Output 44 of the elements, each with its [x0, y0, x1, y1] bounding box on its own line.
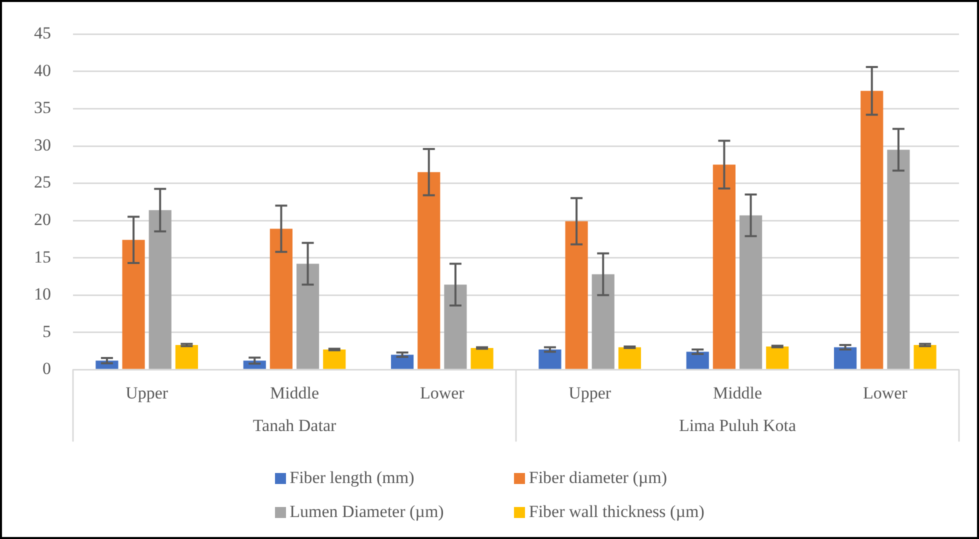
x-tick-label: Upper: [568, 383, 612, 402]
y-tick-label: 40: [34, 60, 51, 80]
y-tick-label: 5: [42, 322, 51, 341]
legend-label: Fiber diameter (µm): [528, 468, 668, 488]
x-tick-label: Middle: [712, 383, 762, 402]
x-tick-label: Upper: [126, 383, 168, 402]
y-tick-label: 0: [42, 359, 51, 378]
bar: [712, 164, 736, 369]
y-tick-label: 20: [34, 210, 51, 229]
bar: [418, 172, 440, 369]
text: Lima Puluh Kota: [678, 416, 796, 436]
bar: [686, 352, 709, 369]
x-tick-label: Middle: [270, 383, 320, 402]
y-tick-label: 25: [34, 172, 51, 192]
bar: [592, 274, 614, 369]
y-tick-label: 45: [34, 24, 51, 43]
bar: [887, 150, 910, 369]
text: Tanah Datar: [252, 416, 336, 436]
legend-label: Fiber wall thickness (µm): [528, 502, 704, 522]
bar: [618, 347, 641, 369]
bar: [834, 347, 857, 369]
x-tick-label: Lower: [862, 383, 908, 402]
y-tick-label: 30: [34, 135, 51, 154]
bar: [323, 349, 346, 369]
legend-label: Fiber length (mm): [290, 468, 414, 488]
bar: [175, 345, 198, 369]
bar: [270, 228, 293, 369]
bar: [739, 215, 762, 369]
bar: [444, 284, 467, 369]
bar: [914, 345, 936, 369]
y-tick-label: 35: [34, 98, 51, 118]
bar: [470, 348, 494, 369]
y-tick-label: 15: [34, 247, 51, 266]
bar: [122, 240, 145, 369]
bar: [860, 90, 884, 369]
x-tick-label: Lower: [420, 383, 465, 402]
bar: [565, 221, 588, 369]
y-tick-label: 10: [34, 284, 51, 304]
bar: [296, 264, 320, 369]
bar: [391, 354, 414, 369]
bar: [766, 346, 789, 369]
bar: [538, 349, 562, 369]
bar: [148, 210, 172, 369]
legend-label: Lumen Diameter (µm): [290, 502, 444, 522]
